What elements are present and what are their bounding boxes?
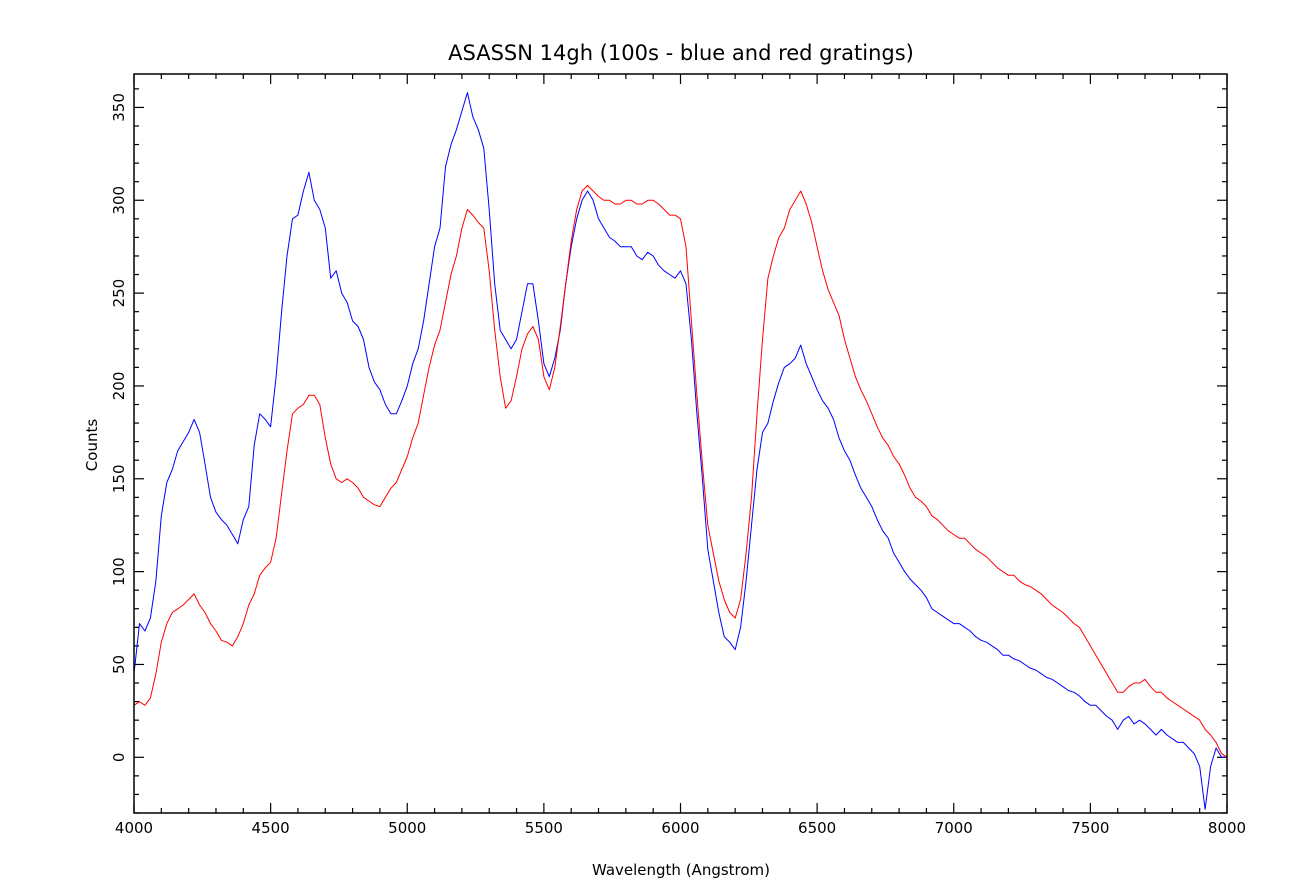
y-tick-label: 200 [110,372,128,401]
y-tick-label: 300 [110,186,128,215]
x-tick-label: 4000 [115,819,153,837]
y-tick-label: 250 [110,279,128,308]
y-tick-label: 50 [110,655,128,674]
x-tick-label: 7000 [935,819,973,837]
y-tick-label: 100 [110,557,128,586]
x-tick-label: 5000 [388,819,426,837]
plot-area [133,92,1228,810]
x-tick-label: 6000 [661,819,699,837]
chart-title: ASASSN 14gh (100s - blue and red grating… [448,41,914,65]
y-axis-label: Counts [83,419,101,472]
x-tick-label: 7500 [1071,819,1109,837]
series-line-0 [133,92,1227,810]
x-tick-label: 6500 [798,819,836,837]
x-tick-label: 4500 [252,819,290,837]
x-tick-label: 5500 [525,819,563,837]
y-tick-label: 350 [110,93,128,122]
x-tick-label: 8000 [1208,819,1246,837]
x-axis-label: Wavelength (Angstrom) [592,861,770,879]
series-line-1 [133,184,1228,758]
axis-ticks: 4000 4500 5000 5500 6000 6500 7000 7500 8000 0 50 1… [110,74,1246,837]
plot-frame [133,73,1228,814]
y-tick-label: 150 [110,464,128,493]
y-tick-label: 0 [110,753,128,763]
